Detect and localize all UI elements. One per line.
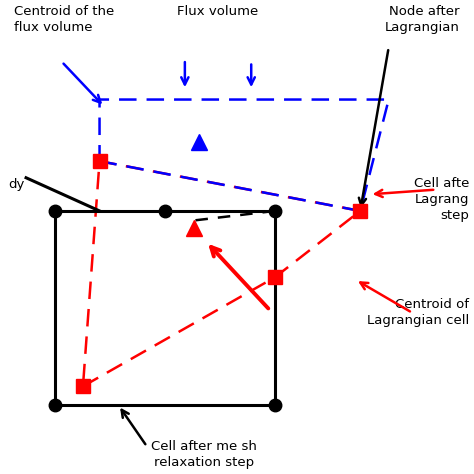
Text: Centroid of
Lagrangian cell: Centroid of Lagrangian cell: [367, 298, 469, 328]
Text: Cell afte
Lagrang
step: Cell afte Lagrang step: [414, 177, 469, 221]
Text: Centroid of the
flux volume: Centroid of the flux volume: [14, 5, 114, 34]
Text: Node after
Lagrangian: Node after Lagrangian: [385, 5, 460, 34]
Text: dy: dy: [9, 178, 25, 191]
Text: Flux volume: Flux volume: [177, 5, 259, 18]
Text: Cell after me sh
relaxation step: Cell after me sh relaxation step: [151, 440, 257, 469]
